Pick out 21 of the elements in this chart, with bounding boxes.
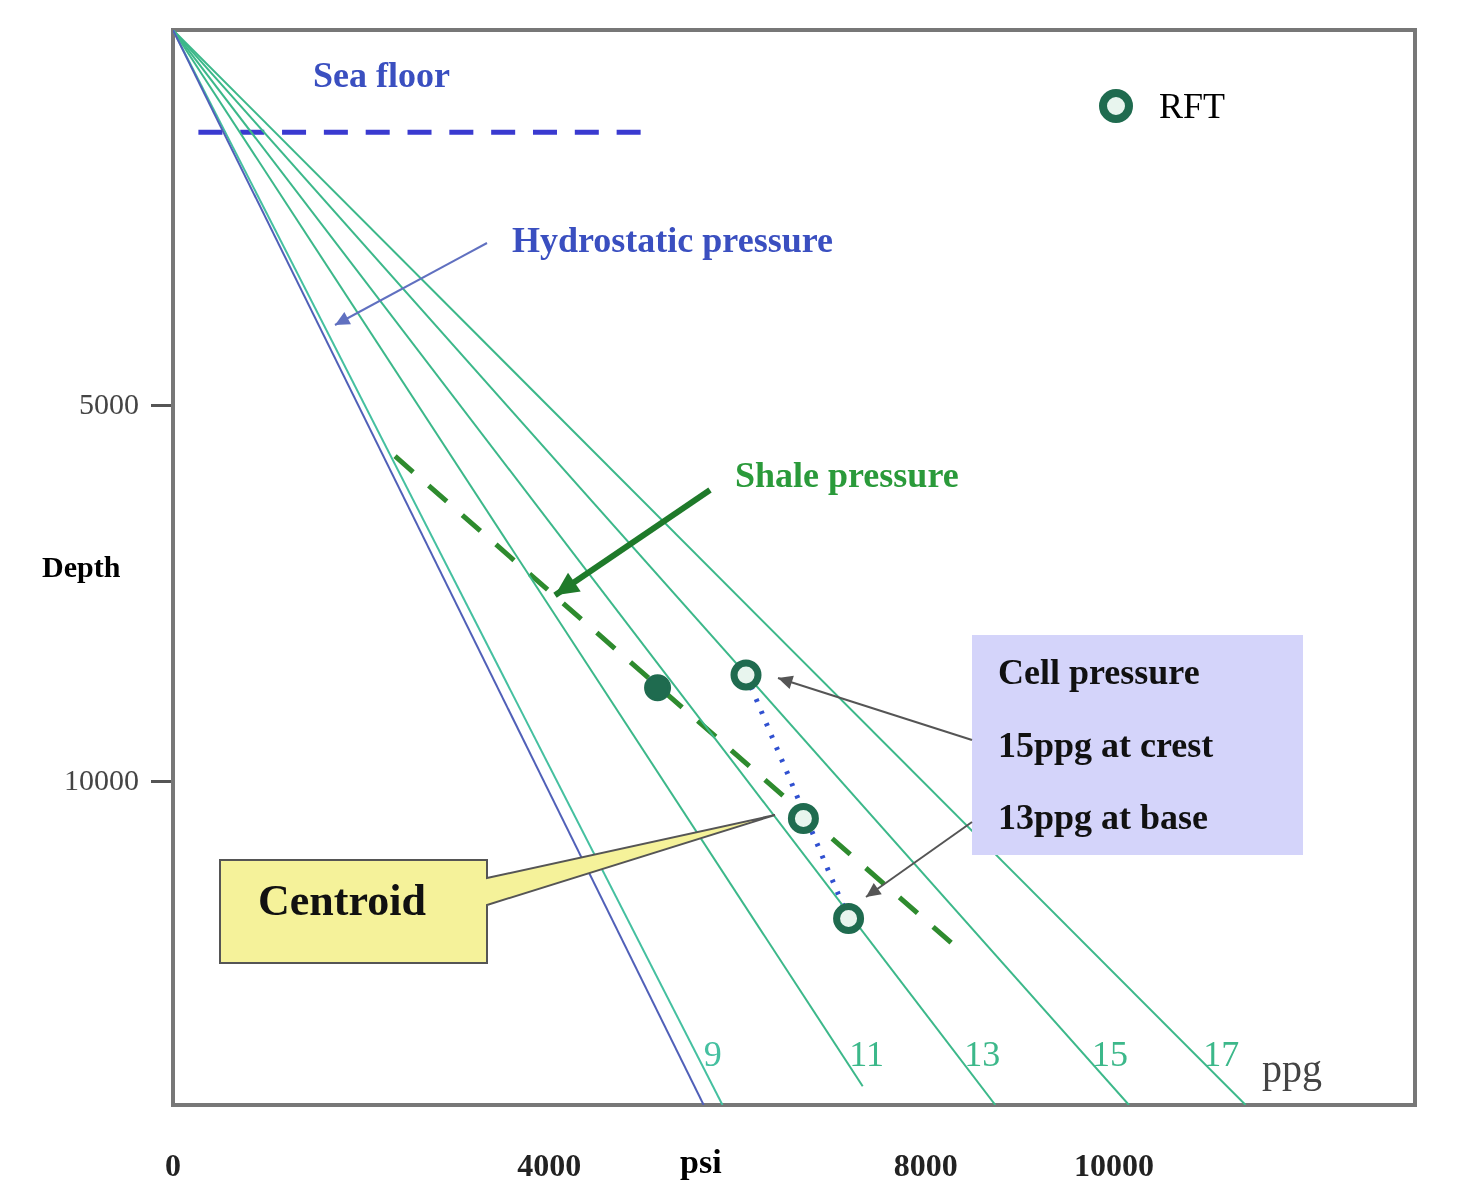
annotation: 15ppg at crest [998,724,1214,766]
annotation: Sea floor [313,54,450,96]
x-axis-title: psi [680,1143,722,1181]
series-label: 11 [849,1034,885,1075]
x-tick-label: 10000 [1073,1147,1154,1184]
series-label: 17 [1203,1034,1240,1075]
y-axis-title: Depth [42,549,121,584]
annotation: Hydrostatic pressure [512,219,833,261]
annotation: Cell pressure [998,651,1200,693]
annotation: Centroid [258,874,426,926]
x-tick-label: 4000 [517,1147,582,1184]
x-tick-label: 0 [165,1147,181,1184]
x-tick-label: 8000 [893,1147,958,1184]
series-label: 13 [964,1034,1001,1075]
annotation: Shale pressure [735,454,959,496]
legend-label: RFT [1158,85,1225,127]
series-label: 9 [703,1034,722,1075]
series-label: 15 [1091,1034,1128,1075]
annotation: ppg [1262,1044,1322,1092]
y-tick-label: 5000 [79,386,139,420]
annotation: 13ppg at base [998,796,1209,838]
